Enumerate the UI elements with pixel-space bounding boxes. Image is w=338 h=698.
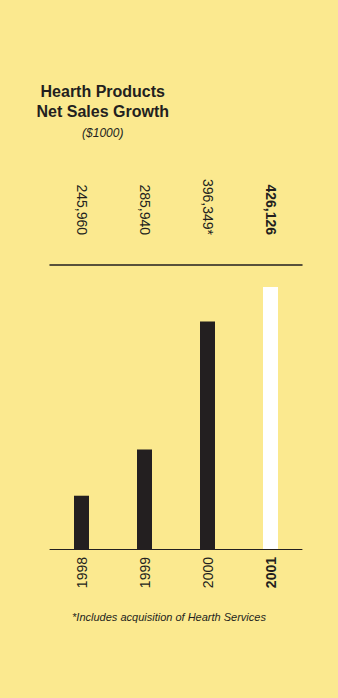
svg-text:Hearth Products: Hearth Products — [41, 83, 166, 100]
svg-text:1999: 1999 — [137, 557, 153, 588]
svg-text:*Includes acquisition of Heart: *Includes acquisition of Hearth Services — [72, 611, 266, 623]
svg-text:426,126: 426,126 — [263, 184, 279, 235]
svg-text:2001: 2001 — [263, 557, 279, 588]
svg-text:2000: 2000 — [200, 557, 216, 588]
svg-text:Net Sales Growth: Net Sales Growth — [37, 103, 169, 120]
svg-text:245,960: 245,960 — [74, 184, 90, 235]
svg-text:1998: 1998 — [74, 557, 90, 588]
svg-text:($1000): ($1000) — [82, 126, 123, 140]
svg-text:285,940: 285,940 — [137, 184, 153, 235]
svg-text:396,349*: 396,349* — [200, 179, 216, 236]
